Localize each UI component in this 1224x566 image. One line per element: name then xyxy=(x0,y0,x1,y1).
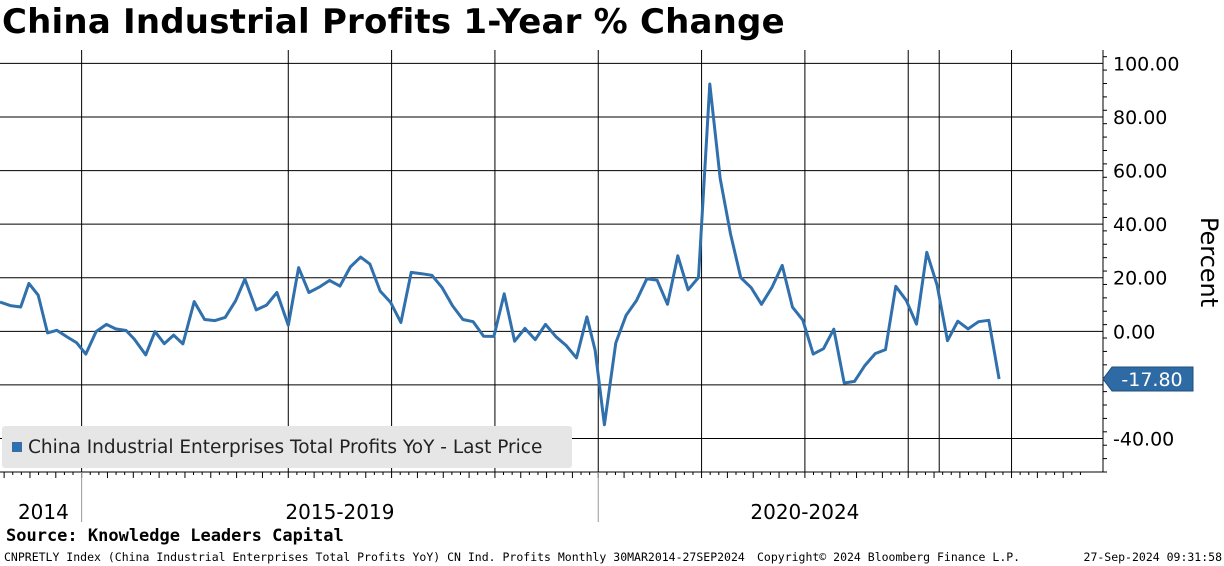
last-value-text: -17.80 xyxy=(1121,369,1182,391)
legend-box xyxy=(2,426,572,468)
footer-index-info: CNPRETLY Index (China Industrial Enterpr… xyxy=(4,550,745,564)
footer-copyright: Copyright© 2024 Bloomberg Finance L.P. xyxy=(757,550,1021,564)
last-value-badge xyxy=(1102,366,1194,392)
last-value-label: -17.80 xyxy=(1102,366,1194,392)
x-period-label: 2015-2019 xyxy=(285,500,394,524)
x-period-label: 2014 xyxy=(18,500,69,524)
series-line xyxy=(0,82,1001,427)
y-tick-label: 0.00 xyxy=(1113,321,1155,343)
legend-swatch-icon xyxy=(12,442,22,452)
legend-label: China Industrial Enterprises Total Profi… xyxy=(28,437,543,458)
x-axis: 2014 2015-2019 2020-2024 xyxy=(0,471,1103,524)
footer-timestamp: 27-Sep-2024 09:31:58 xyxy=(1083,550,1222,564)
source-note: Source: Knowledge Leaders Capital xyxy=(6,526,344,546)
y-tick-label: 100.00 xyxy=(1113,53,1179,75)
y-tick-label: 80.00 xyxy=(1113,107,1167,129)
y-tick-label: 60.00 xyxy=(1113,161,1167,183)
y-axis: 100.00 80.00 60.00 40.00 20.00 0.00 -40.00 Perc… xyxy=(1102,50,1223,473)
y-tick-label: 40.00 xyxy=(1113,214,1167,236)
y-axis-title: Percent xyxy=(1195,217,1223,307)
y-tick-label: 20.00 xyxy=(1113,268,1167,290)
series-group xyxy=(0,82,1001,427)
gridlines xyxy=(0,50,1103,472)
chart-title: China Industrial Profits 1-Year % Change xyxy=(2,2,785,42)
y-tick-label: -40.00 xyxy=(1113,429,1174,451)
x-period-label: 2020-2024 xyxy=(750,500,859,524)
